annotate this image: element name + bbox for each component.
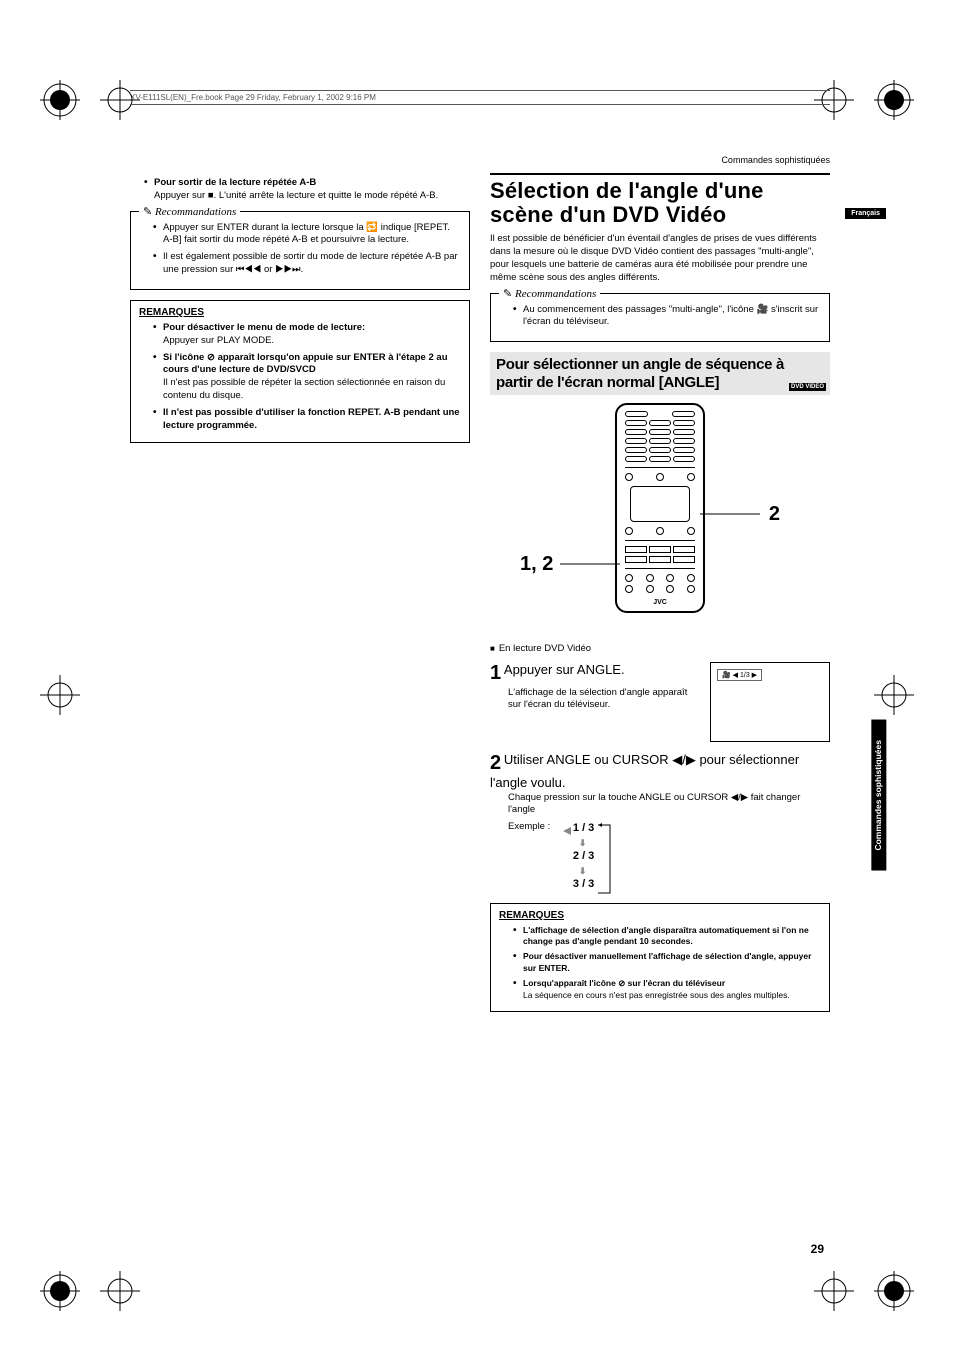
language-tab: Français bbox=[845, 208, 886, 219]
rem-left-3: Il n'est pas possible d'utiliser la fonc… bbox=[163, 407, 461, 433]
ab-exit-title: Pour sortir de la lecture répétée A-B bbox=[154, 177, 470, 190]
step-2: 2 Utiliser ANGLE ou CURSOR ◀/▶ pour séle… bbox=[490, 752, 830, 893]
regmark-br2 bbox=[814, 1271, 854, 1311]
remote-callout-left: 1, 2 bbox=[520, 553, 553, 576]
remarques-box-left: REMARQUES • Pour désactiver le menu de m… bbox=[130, 300, 470, 444]
reco-label: Recommandations bbox=[139, 205, 240, 218]
step-1-num: 1 bbox=[490, 662, 501, 685]
section-side-tab: Commandes sophistiquées bbox=[871, 720, 886, 871]
seq-2: 2 / 3 bbox=[573, 849, 594, 864]
regmark-mr bbox=[874, 675, 914, 715]
remarques-title: REMARQUES bbox=[139, 307, 461, 318]
section-title: Sélection de l'angle d'une scène d'un DV… bbox=[490, 179, 830, 227]
seq-3: 3 / 3 bbox=[573, 877, 594, 892]
rem-right-2: Pour désactiver manuellement l'affichage… bbox=[523, 951, 821, 974]
reco-label-right: Recommandations bbox=[499, 287, 600, 300]
regmark-tr bbox=[874, 80, 914, 120]
step-2-body: Chaque pression sur la touche ANGLE ou C… bbox=[508, 792, 830, 818]
recommandations-box-right: Recommandations • Au commencement des pa… bbox=[490, 293, 830, 343]
rem-left-1-body: Appuyer sur PLAY MODE. bbox=[163, 335, 461, 348]
regmark-tl bbox=[40, 80, 80, 120]
book-header-line: XV-E111SL(EN)_Fre.book Page 29 Friday, F… bbox=[130, 90, 830, 105]
remote-brand: JVC bbox=[625, 599, 695, 606]
content: XV-E111SL(EN)_Fre.book Page 29 Friday, F… bbox=[130, 90, 830, 1022]
section-rule bbox=[490, 173, 830, 175]
page: Français Commandes sophistiquées XV-E111… bbox=[0, 0, 954, 1351]
step-1-title: Appuyer sur ANGLE. bbox=[504, 662, 625, 677]
bullet-dot: • bbox=[144, 177, 154, 203]
rem-left-2-title: Si l'icône ⊘ apparaît lorsqu'on appuie s… bbox=[163, 352, 461, 378]
regmark-bl2 bbox=[100, 1271, 140, 1311]
ab-exit-body: Appuyer sur ■. L'unité arrête la lecture… bbox=[154, 190, 470, 203]
tv-screen-1: 🎥 ◀ 1/3 ▶ bbox=[710, 662, 830, 742]
tv-angle-indicator: 🎥 ◀ 1/3 ▶ bbox=[717, 669, 762, 681]
regmark-bl bbox=[40, 1271, 80, 1311]
rem-right-1: L'affichage de sélection d'angle dispara… bbox=[523, 925, 821, 948]
remote-callout-right: 2 bbox=[769, 503, 780, 526]
step-2-num: 2 bbox=[490, 752, 501, 775]
step-1: 1 Appuyer sur ANGLE. L'affichage de la s… bbox=[490, 662, 830, 742]
left-column: • Pour sortir de la lecture répétée A-B … bbox=[130, 173, 470, 1022]
step-1-body: L'affichage de la sélection d'angle appa… bbox=[508, 687, 698, 713]
rem-left-2-body: Il n'est pas possible de répéter la sect… bbox=[163, 377, 461, 403]
remarques-title-right: REMARQUES bbox=[499, 910, 821, 921]
remote-illustration: 1, 2 2 bbox=[490, 403, 830, 633]
rem-right-3-body: La séquence en cours n'est pas enregistr… bbox=[523, 990, 821, 1001]
recommandations-box-left: Recommandations • Appuyer sur ENTER dura… bbox=[130, 211, 470, 290]
dvd-video-badge: DVD VIDEO bbox=[789, 383, 826, 391]
reco-left-1: Appuyer sur ENTER durant la lecture lors… bbox=[163, 222, 461, 248]
playback-context: ■En lecture DVD Vidéo bbox=[490, 643, 830, 656]
section-header: Commandes sophistiquées bbox=[130, 155, 830, 165]
sub-section-title: Pour sélectionner un angle de séquence à… bbox=[496, 356, 824, 391]
right-column: Sélection de l'angle d'une scène d'un DV… bbox=[490, 173, 830, 1022]
seq-1: 1 / 3 bbox=[573, 821, 594, 836]
sub-section: Pour sélectionner un angle de séquence à… bbox=[490, 352, 830, 395]
reco-right-1: Au commencement des passages "multi-angl… bbox=[523, 304, 821, 330]
regmark-br bbox=[874, 1271, 914, 1311]
step-2-example-label: Exemple : bbox=[508, 821, 550, 832]
rem-right-3-title: Lorsqu'apparaît l'icône ⊘ sur l'écran du… bbox=[523, 978, 821, 989]
rem-left-1-title: Pour désactiver le menu de mode de lectu… bbox=[163, 322, 461, 335]
remarques-box-right: REMARQUES • L'affichage de sélection d'a… bbox=[490, 903, 830, 1013]
start-arrow-icon bbox=[563, 827, 571, 835]
step-2-title: Utiliser ANGLE ou CURSOR ◀/▶ pour sélect… bbox=[490, 752, 799, 790]
page-number: 29 bbox=[811, 1242, 824, 1256]
loop-arrow-icon bbox=[596, 823, 612, 895]
section-intro: Il est possible de bénéficier d'un évent… bbox=[490, 233, 830, 284]
regmark-ml bbox=[40, 675, 80, 715]
reco-left-2: Il est également possible de sortir du m… bbox=[163, 251, 461, 277]
